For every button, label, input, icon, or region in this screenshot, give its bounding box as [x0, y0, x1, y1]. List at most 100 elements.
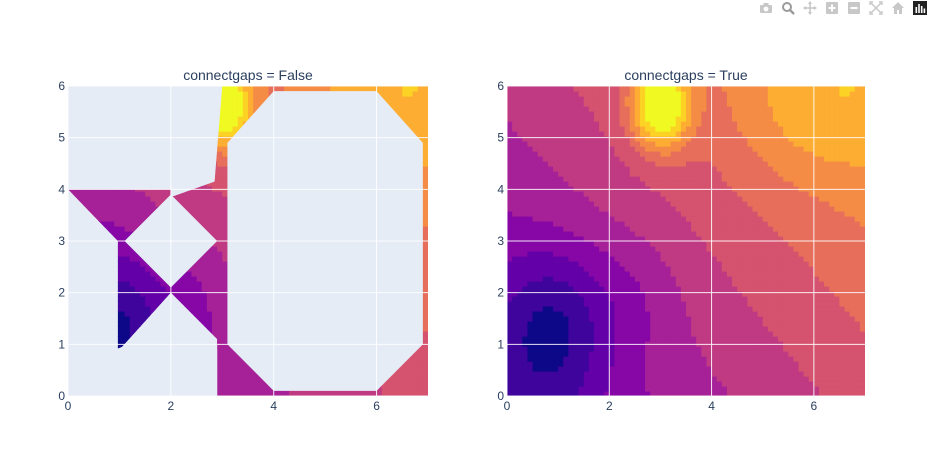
contour-cell — [423, 106, 429, 112]
contour-cell — [527, 146, 533, 152]
contour-cell — [222, 126, 228, 132]
contour-cell — [248, 376, 254, 382]
contour-cell — [517, 371, 523, 377]
contour-cell — [543, 126, 549, 132]
contour-cell — [538, 291, 544, 297]
contour-cell — [207, 316, 213, 322]
contour-cell — [243, 101, 249, 107]
contour-cell — [125, 251, 131, 257]
contour-cell — [512, 311, 518, 317]
contour-cell — [207, 186, 213, 192]
contour-cell — [423, 311, 429, 317]
contour-cell — [533, 381, 539, 387]
contour-cell — [543, 136, 549, 142]
contour-cell — [543, 221, 549, 227]
contour-cell — [402, 91, 408, 97]
contour-cell — [197, 286, 203, 292]
contour-cell — [402, 86, 408, 92]
contour-cell — [517, 86, 523, 92]
contour-cell — [543, 326, 549, 332]
contour-cell — [186, 276, 192, 282]
contour-cell — [140, 271, 146, 277]
contour-cell — [527, 301, 533, 307]
contour-cell — [543, 341, 549, 347]
contour-cell — [423, 206, 429, 212]
contour-cell — [512, 321, 518, 327]
contour-cell — [197, 211, 203, 217]
contour-cell — [233, 111, 239, 117]
contour-cell — [533, 386, 539, 392]
contour-cell — [233, 91, 239, 97]
contour-cell — [222, 261, 228, 267]
contour-cell — [522, 296, 528, 302]
contour-cell — [222, 366, 228, 372]
contour-cell — [553, 291, 559, 297]
contour-cell — [423, 346, 429, 352]
contour-cell — [233, 126, 239, 132]
contour-cell — [512, 221, 518, 227]
contour-cell — [507, 131, 513, 137]
contour-cell — [507, 181, 513, 187]
contour-cell — [186, 271, 192, 277]
contour-cell — [538, 231, 544, 237]
contour-cell — [538, 331, 544, 337]
contour-cell — [512, 151, 518, 157]
contour-cell — [119, 191, 125, 197]
contour-cell — [517, 211, 523, 217]
contour-cell — [522, 286, 528, 292]
contour-cell — [407, 106, 413, 112]
contour-cell — [553, 206, 559, 212]
contour-cell — [423, 271, 429, 277]
contour-cell — [527, 316, 533, 322]
contour-cell — [527, 141, 533, 147]
contour-cell — [548, 281, 554, 287]
contour-cell — [114, 221, 120, 227]
contour-cell — [227, 361, 233, 367]
contour-cell — [114, 201, 120, 207]
contour-cell — [533, 86, 539, 92]
contour-cell — [145, 296, 151, 302]
contour-cell — [382, 91, 388, 97]
contour-cell — [538, 131, 544, 137]
contour-cell — [522, 321, 528, 327]
contour-cell — [402, 96, 408, 102]
contour-cell — [522, 326, 528, 332]
contour-cell — [402, 376, 408, 382]
contour-cell — [538, 351, 544, 357]
contour-cell — [527, 206, 533, 212]
contour-cell — [413, 356, 419, 362]
contour-cell — [522, 126, 528, 132]
contour-cell — [207, 256, 213, 262]
contour-cell — [217, 331, 223, 337]
contour-cell — [125, 311, 131, 317]
contour-cell — [423, 166, 429, 172]
contour-cell — [140, 206, 146, 212]
contour-cell — [512, 191, 518, 197]
contour-cell — [543, 201, 549, 207]
contour-cell — [507, 276, 513, 282]
contour-cell — [119, 281, 125, 287]
contour-cell — [227, 386, 233, 392]
contour-cell — [527, 186, 533, 192]
contour-cell — [140, 276, 146, 282]
contour-cell — [512, 196, 518, 202]
contour-cell — [413, 86, 419, 92]
contour-cell — [517, 261, 523, 267]
contour-cell — [217, 151, 223, 157]
contour-cell — [538, 361, 544, 367]
contour-cell — [522, 356, 528, 362]
contour-cell — [94, 196, 100, 202]
contour-cell — [512, 116, 518, 122]
contour-cell — [150, 276, 156, 282]
contour-cell — [207, 206, 213, 212]
contour-cell — [533, 246, 539, 252]
contour-cell — [548, 126, 554, 132]
contour-cell — [114, 191, 120, 197]
contour-cell — [161, 291, 167, 297]
contour-cell — [135, 276, 141, 282]
contour-cell — [114, 196, 120, 202]
contour-cell — [522, 231, 528, 237]
contour-cell — [527, 116, 533, 122]
contour-cell — [418, 356, 424, 362]
contour-cell — [423, 196, 429, 202]
